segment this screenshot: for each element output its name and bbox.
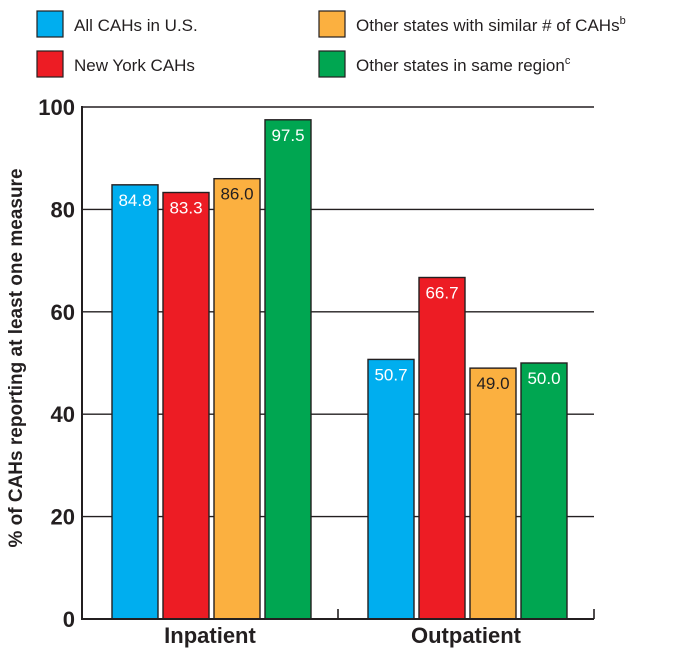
legend-label-4: Other states in same regionc [356, 55, 571, 75]
y-tick-label-100: 100 [38, 95, 75, 120]
bar-outpatient-1 [367, 358, 415, 620]
bar-outpatient-3 [469, 367, 517, 620]
y-tick-label-60: 60 [51, 300, 75, 325]
legend-swatch-3 [318, 10, 346, 38]
y-tick-label-0: 0 [63, 607, 75, 632]
bar-outpatient-4 [520, 362, 568, 620]
data-labels: 84.8 83.3 86.0 97.5 50.7 66.7 49.0 50.0 [118, 126, 560, 393]
legend-label-3: Other states with similar # of CAHsb [356, 15, 626, 35]
data-label-inpatient-2: 83.3 [169, 199, 202, 218]
data-label-inpatient-4: 97.5 [271, 126, 304, 145]
data-label-outpatient-2: 66.7 [425, 283, 458, 302]
legend-label-2: New York CAHs [74, 56, 195, 75]
bars [111, 119, 568, 620]
bar-inpatient-1 [111, 184, 159, 620]
legend: All CAHs in U.S. New York CAHs Other state… [36, 10, 626, 78]
legend-swatch-4 [318, 50, 346, 78]
y-tick-label-80: 80 [51, 197, 75, 222]
bar-outpatient-2 [418, 276, 466, 620]
y-tick-labels: 0 20 40 60 80 100 [38, 95, 75, 632]
y-tick-label-20: 20 [51, 505, 75, 530]
y-axis-title: % of CAHs reporting at least one measure [6, 168, 27, 547]
legend-swatch-1 [36, 10, 64, 38]
legend-swatch-2 [36, 50, 64, 78]
bar-inpatient-2 [162, 191, 210, 620]
bar-inpatient-3 [213, 177, 261, 620]
data-label-outpatient-4: 50.0 [527, 369, 560, 388]
data-label-inpatient-3: 86.0 [220, 185, 253, 204]
bar-inpatient-4 [264, 119, 312, 620]
data-label-outpatient-3: 49.0 [476, 374, 509, 393]
data-label-outpatient-1: 50.7 [374, 365, 407, 384]
y-tick-label-40: 40 [51, 402, 75, 427]
data-label-inpatient-1: 84.8 [118, 191, 151, 210]
gridlines [82, 106, 594, 518]
category-label-outpatient: Outpatient [411, 623, 522, 648]
legend-label-1: All CAHs in U.S. [74, 16, 198, 35]
category-labels: Inpatient Outpatient [164, 623, 521, 648]
axes [81, 106, 595, 620]
category-label-inpatient: Inpatient [164, 623, 256, 648]
